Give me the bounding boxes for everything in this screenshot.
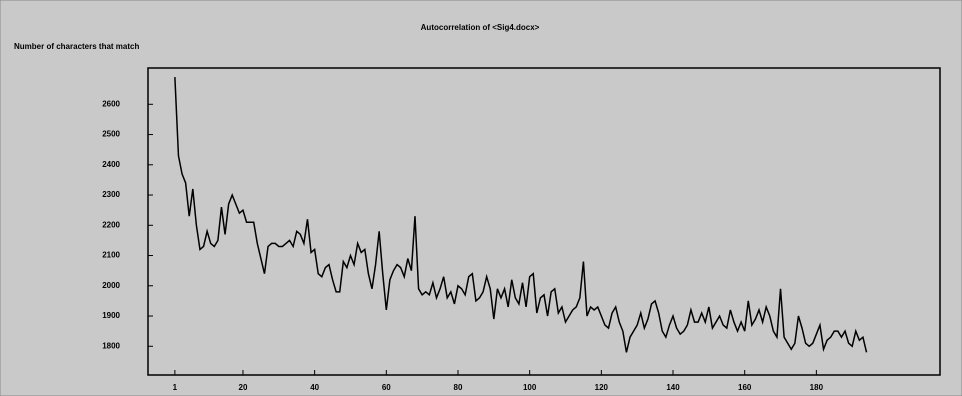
y-tick-label: 2400 (102, 160, 120, 169)
chart-title: Autocorrelation of <Sig4.docx> (421, 23, 540, 32)
x-tick-label: 100 (523, 383, 537, 392)
y-tick-label: 2200 (102, 220, 120, 229)
x-tick-label: 40 (310, 383, 319, 392)
y-tick-label: 2600 (102, 99, 120, 108)
x-tick-label: 80 (454, 383, 463, 392)
x-tick-label: 60 (382, 383, 391, 392)
x-tick-label: 1 (173, 383, 178, 392)
y-axis-label: Number of characters that match (14, 42, 139, 51)
x-tick-label: 20 (239, 383, 248, 392)
y-tick-label: 2000 (102, 281, 120, 290)
y-tick-label: 2300 (102, 190, 120, 199)
y-tick-label: 2500 (102, 130, 120, 139)
x-tick-label: 140 (666, 383, 680, 392)
data-line (174, 77, 868, 353)
y-tick-label: 2100 (102, 251, 120, 260)
plot-frame (147, 67, 941, 376)
x-tick-label: 180 (810, 383, 824, 392)
y-tick-label: 1800 (102, 341, 120, 350)
x-tick-label: 160 (738, 383, 752, 392)
y-tick-label: 1900 (102, 311, 120, 320)
x-tick-label: 120 (595, 383, 609, 392)
